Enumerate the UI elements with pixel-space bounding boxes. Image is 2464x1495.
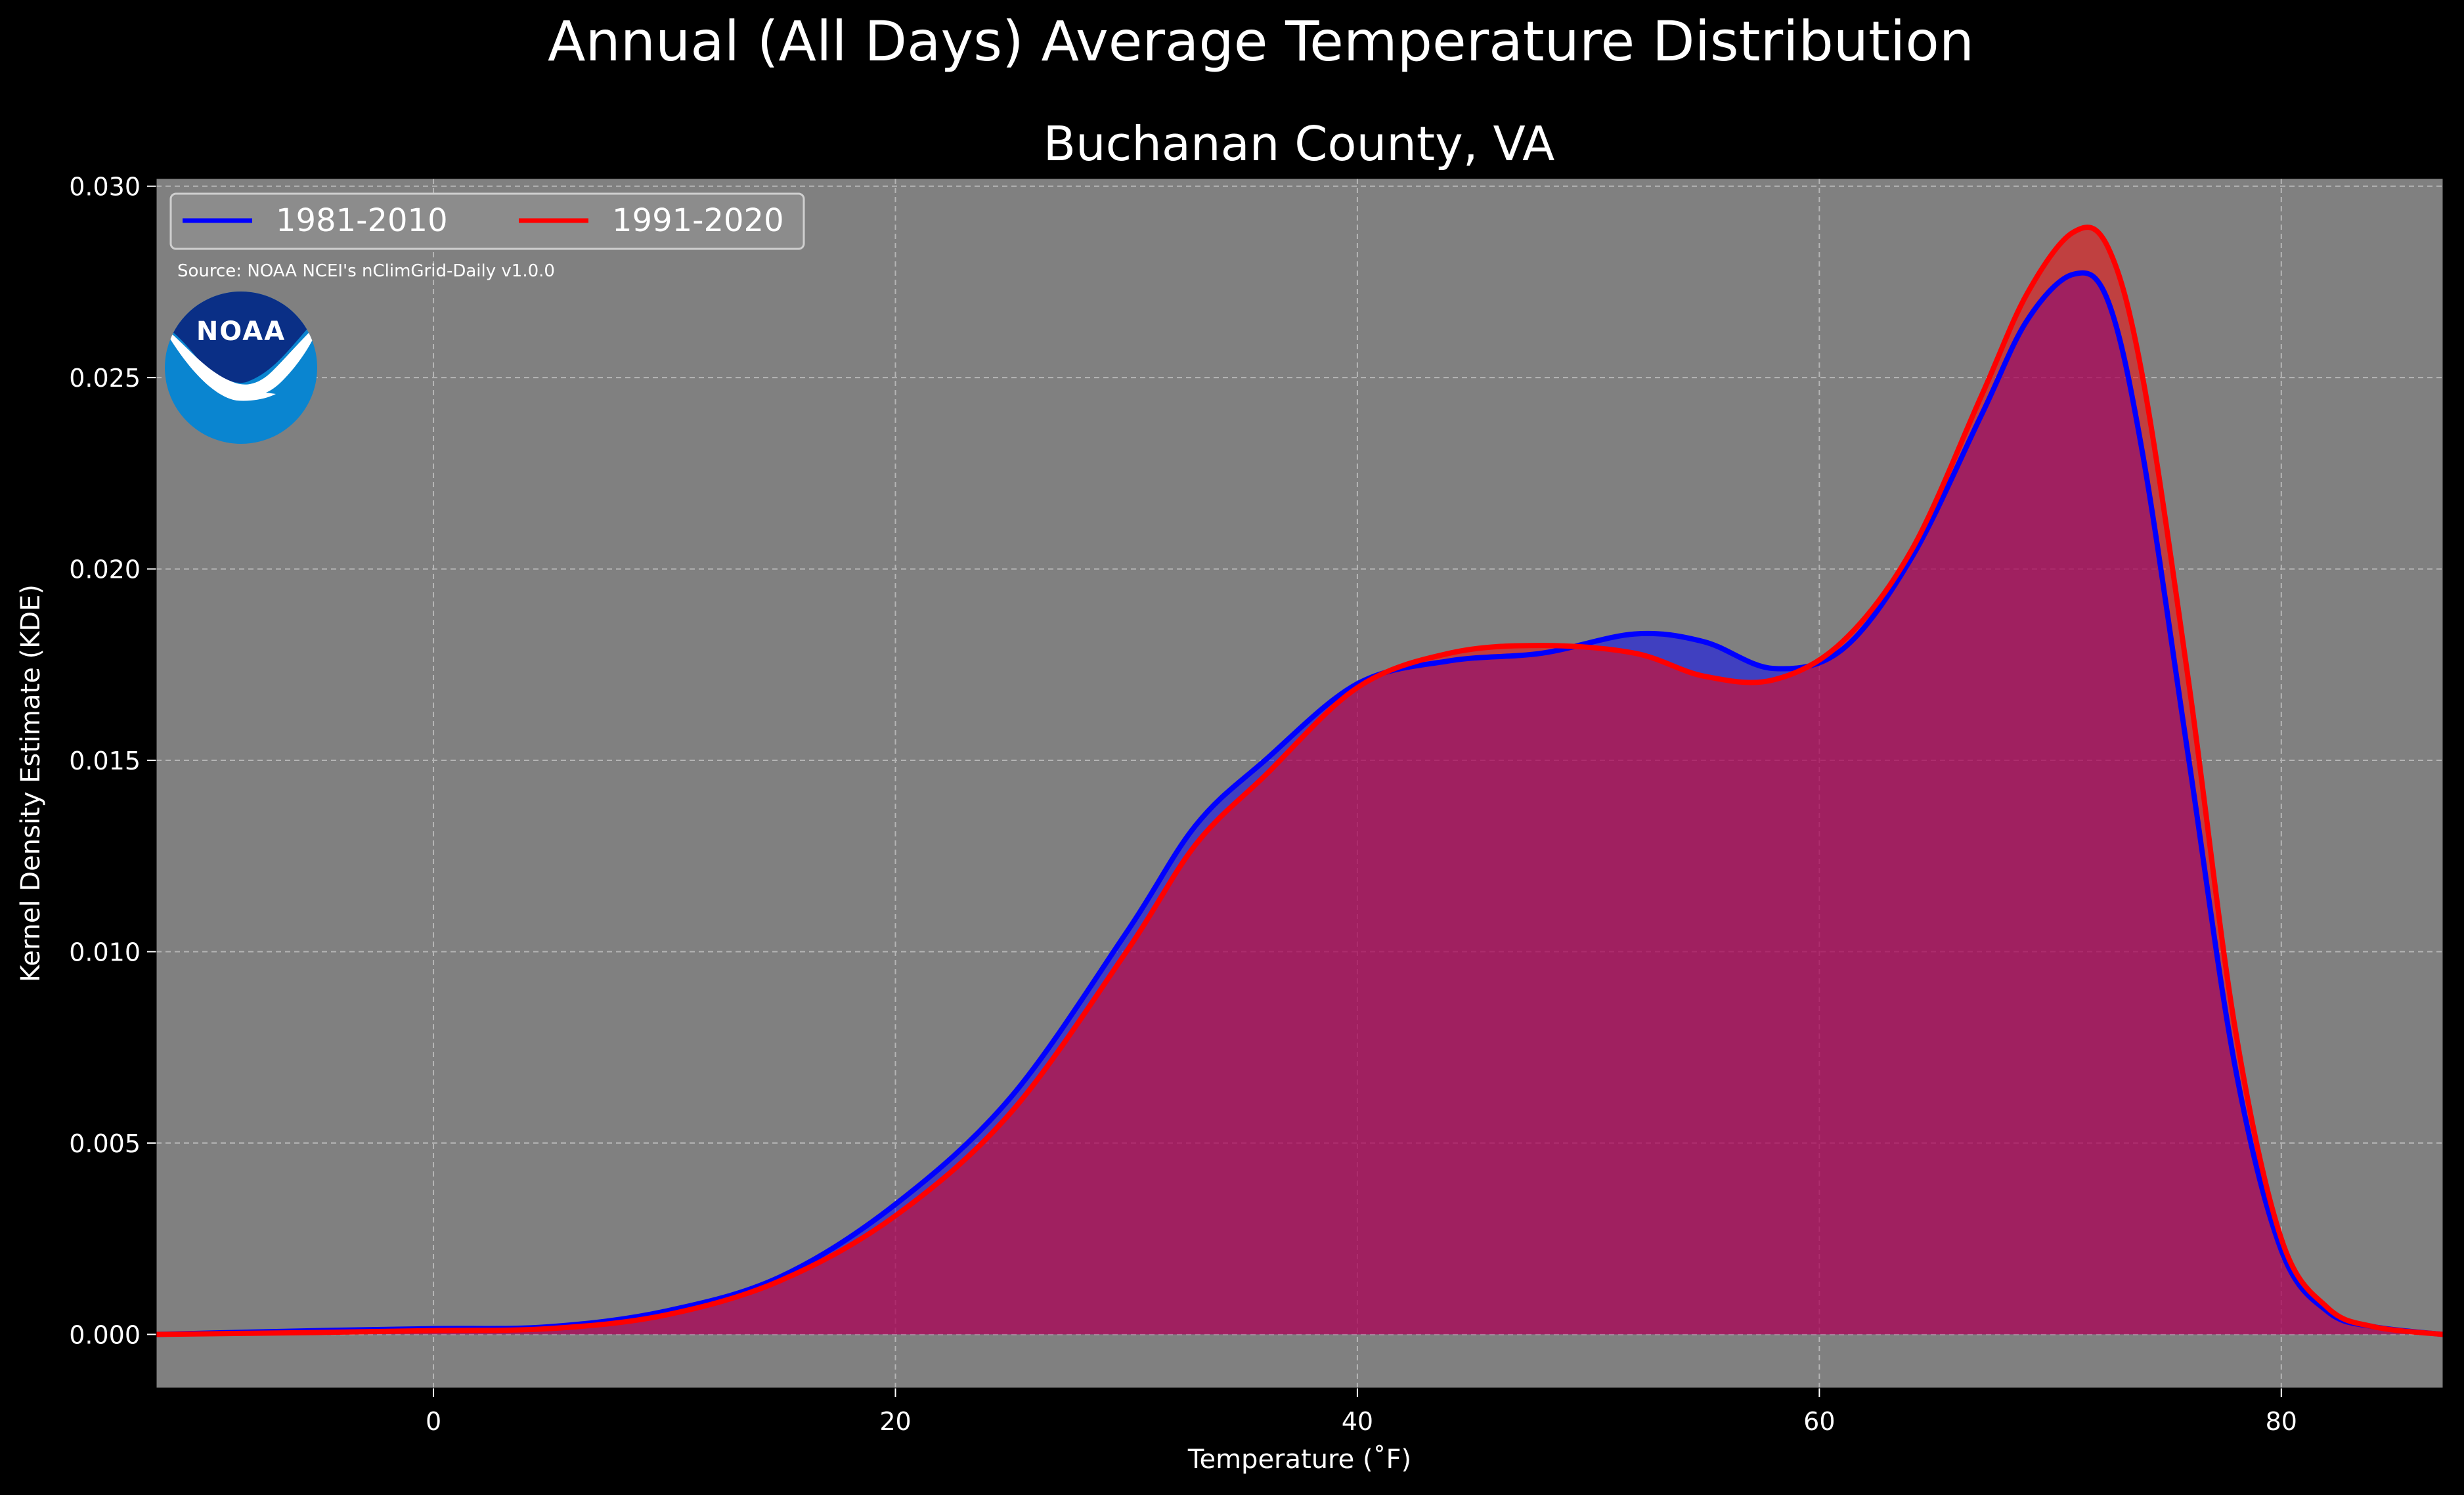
x-axis-ticks: 0 20 40 60 80 <box>426 1388 2297 1436</box>
y-tick-label: 0.005 <box>69 1129 141 1158</box>
x-tick-label: 80 <box>2266 1407 2297 1436</box>
legend-label-1991-2020: 1991-2020 <box>612 202 784 239</box>
y-tick-label: 0.020 <box>69 555 141 584</box>
legend-label-1981-2010: 1981-2010 <box>276 202 448 239</box>
legend-box <box>169 192 805 250</box>
y-axis-label: Kernel Density Estimate (KDE) <box>16 584 46 982</box>
noaa-logo-gull-icon <box>165 322 317 401</box>
area-1991-2020 <box>156 227 2443 1335</box>
line-1991-2020 <box>156 225 2444 1337</box>
source-note: Source: NOAA NCEI's nClimGrid-Daily v1.0… <box>177 261 555 281</box>
x-tick-label: 60 <box>1803 1407 1835 1436</box>
x-tick-label: 20 <box>879 1407 911 1436</box>
noaa-logo-text: NOAA <box>196 316 286 347</box>
y-tick-label: 0.010 <box>69 938 141 966</box>
series-layer <box>156 225 2444 1337</box>
legend: 1981-2010 1991-2020 <box>169 192 805 250</box>
line-1981-2010 <box>156 270 2444 1337</box>
chart-subtitle: Buchanan County, VA <box>1044 116 1555 171</box>
y-tick-label: 0.030 <box>69 173 141 202</box>
x-tick-label: 0 <box>426 1407 441 1436</box>
x-tick-label: 40 <box>1342 1407 1373 1436</box>
y-axis-ticks: 0.000 0.005 0.010 0.015 0.020 0.025 0.030 <box>69 173 156 1349</box>
y-tick-label: 0.015 <box>69 747 141 775</box>
y-tick-label: 0.000 <box>69 1320 141 1349</box>
figure-title: Annual (All Days) Average Temperature Di… <box>548 9 1974 74</box>
axes-frame <box>156 178 2444 1389</box>
x-axis-label: Temperature (˚F) <box>1187 1444 1411 1475</box>
y-tick-label: 0.025 <box>69 364 141 393</box>
